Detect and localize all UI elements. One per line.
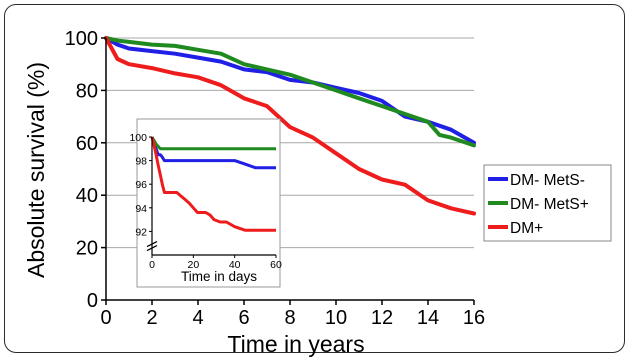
- inset-series-lines: [150, 136, 276, 232]
- legend-label-dm-mets: DM- MetS-: [510, 172, 585, 189]
- x-tick-label-4: 4: [192, 307, 203, 329]
- x-tick-label-10: 10: [325, 307, 347, 329]
- inset-axis-break: [146, 240, 158, 252]
- y-tick-label-20: 20: [76, 238, 98, 260]
- inset-axes: [149, 136, 277, 258]
- inset-y-tick-label-94: 94: [135, 203, 147, 215]
- series-line-dm: [104, 36, 476, 216]
- main-series-lines: [104, 36, 476, 216]
- inset-y-tick-label-100: 100: [129, 132, 147, 144]
- x-tick-label-0: 0: [100, 307, 111, 329]
- inset-x-tick-labels: 0 20 40 60: [149, 259, 282, 271]
- y-tick-label-0: 0: [87, 290, 98, 312]
- x-axis-title: Time in years: [227, 331, 364, 357]
- inset-y-tick-label-98: 98: [135, 156, 147, 168]
- main-axes: [101, 37, 475, 305]
- inset-y-tick-label-96: 96: [135, 179, 147, 191]
- x-tick-label-2: 2: [146, 307, 157, 329]
- inset-y-tick-labels: 92 94 96 98 100: [129, 132, 147, 238]
- x-tick-label-8: 8: [284, 307, 295, 329]
- y-tick-label-60: 60: [76, 133, 98, 155]
- legend: DM- MetS- DM- MetS+ DM+: [483, 164, 612, 242]
- inset-chart: 92 94 96 98 100 0 20 40 60 Time in days: [129, 118, 282, 288]
- x-tick-label-12: 12: [371, 307, 393, 329]
- legend-label-dm-mets: DM- MetS+: [510, 196, 589, 213]
- legend-label-dm: DM+: [510, 220, 543, 237]
- inset-x-tick-label-20: 20: [187, 259, 199, 271]
- inset-series-line-dm-mets: [150, 136, 276, 151]
- series-line-dm-mets: [104, 36, 476, 148]
- inset-x-axis-title: Time in days: [181, 269, 257, 284]
- y-axis-title: Absolute survival (%): [23, 62, 49, 278]
- x-tick-label-6: 6: [238, 307, 249, 329]
- inset-series-line-dm: [150, 136, 276, 232]
- inset-x-tick-label-60: 60: [270, 259, 282, 271]
- axis-break-mark-upper: [146, 240, 158, 248]
- main-y-tick-labels: 0 20 40 60 80 100: [65, 28, 98, 312]
- x-tick-label-16: 16: [463, 307, 485, 329]
- inset-x-tick-label-40: 40: [229, 259, 241, 271]
- x-tick-label-14: 14: [417, 307, 439, 329]
- y-tick-label-100: 100: [65, 28, 98, 50]
- inset-background: [136, 118, 281, 288]
- series-line-dm-mets: [104, 36, 476, 145]
- main-x-tick-labels: 0 2 4 6 8 10 12 14 16: [100, 307, 485, 329]
- inset-y-tick-label-92: 92: [135, 226, 147, 238]
- y-tick-label-40: 40: [76, 185, 98, 207]
- inset-x-tick-label-0: 0: [149, 259, 155, 271]
- inset-series-line-dm-mets: [150, 136, 276, 170]
- axis-break-mark-lower: [146, 244, 158, 252]
- y-tick-label-80: 80: [76, 80, 98, 102]
